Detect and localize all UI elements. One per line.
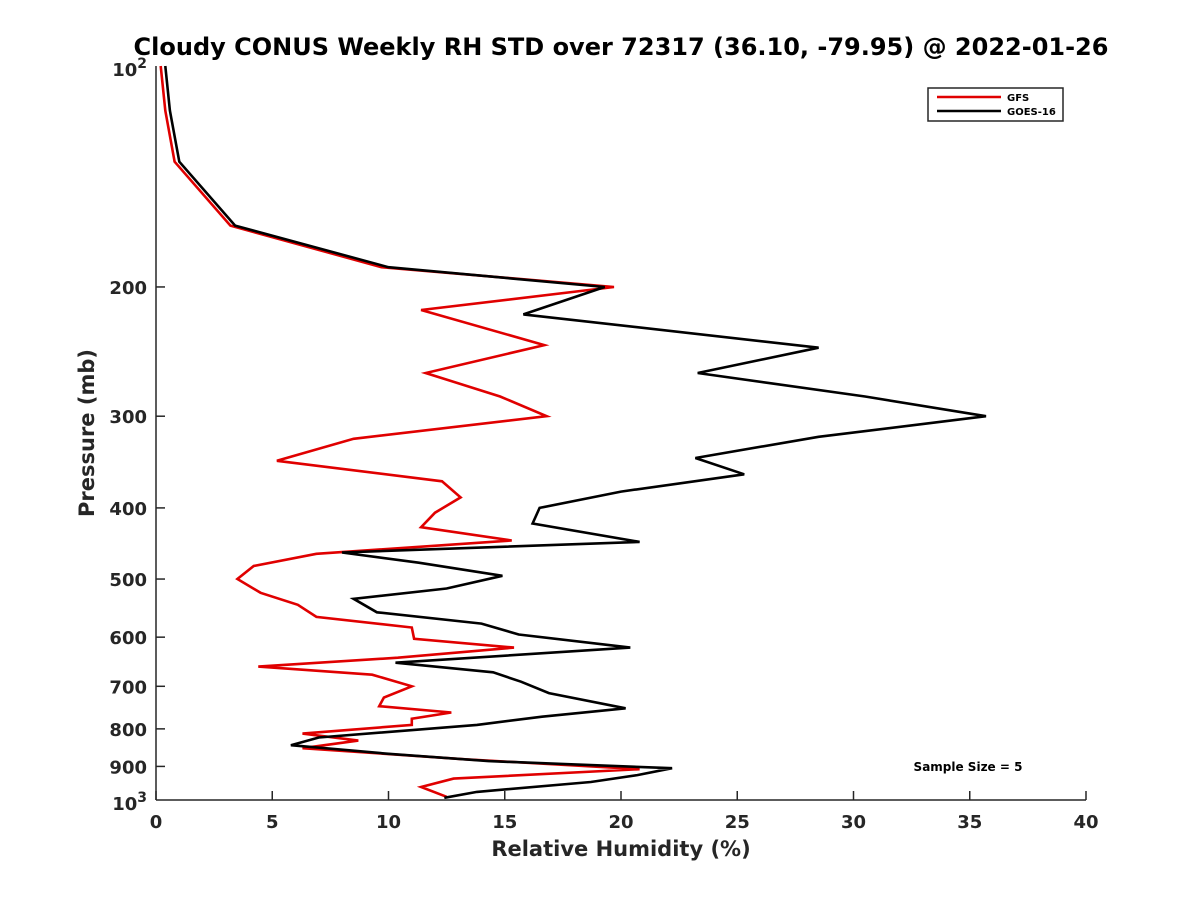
y-tick-label: 500 bbox=[109, 570, 147, 591]
y-tick-label: 900 bbox=[109, 757, 147, 778]
sample-size-annotation: Sample Size = 5 bbox=[914, 760, 1023, 774]
x-tick-label: 40 bbox=[1073, 812, 1098, 833]
chart-title: Cloudy CONUS Weekly RH STD over 72317 (3… bbox=[134, 33, 1109, 61]
x-tick-label: 10 bbox=[376, 812, 401, 833]
legend-box bbox=[927, 87, 1064, 122]
x-tick-label: 20 bbox=[608, 812, 633, 833]
y-tick-label-bottom: 103 bbox=[112, 790, 147, 815]
y-axis-label: Pressure (mb) bbox=[75, 349, 99, 517]
legend: GFS GOES-16 bbox=[927, 87, 1064, 122]
plot-area bbox=[159, 65, 987, 800]
series-line-goes16 bbox=[164, 65, 987, 800]
x-tick-label: 35 bbox=[957, 812, 982, 833]
axes: 0 5 10 15 20 25 30 35 40 200 300 400 500 600 700 800 900… bbox=[109, 56, 1098, 833]
x-tick-label: 0 bbox=[150, 812, 163, 833]
y-tick-label-top: 102 bbox=[112, 56, 147, 81]
y-tick-label: 700 bbox=[109, 677, 147, 698]
series-line-gfs bbox=[159, 65, 640, 799]
y-tick-label: 400 bbox=[109, 499, 147, 520]
x-tick-label: 30 bbox=[841, 812, 866, 833]
x-tick-label: 5 bbox=[266, 812, 279, 833]
x-axis-label: Relative Humidity (%) bbox=[491, 837, 750, 861]
x-tick-label: 15 bbox=[492, 812, 517, 833]
y-tick-label: 300 bbox=[109, 407, 147, 428]
y-tick-label: 600 bbox=[109, 628, 147, 649]
legend-label-goes16: GOES-16 bbox=[1007, 107, 1056, 118]
x-tick-label: 25 bbox=[725, 812, 750, 833]
legend-label-gfs: GFS bbox=[1007, 93, 1029, 104]
y-tick-label: 800 bbox=[109, 720, 147, 741]
y-tick-label: 200 bbox=[109, 278, 147, 299]
